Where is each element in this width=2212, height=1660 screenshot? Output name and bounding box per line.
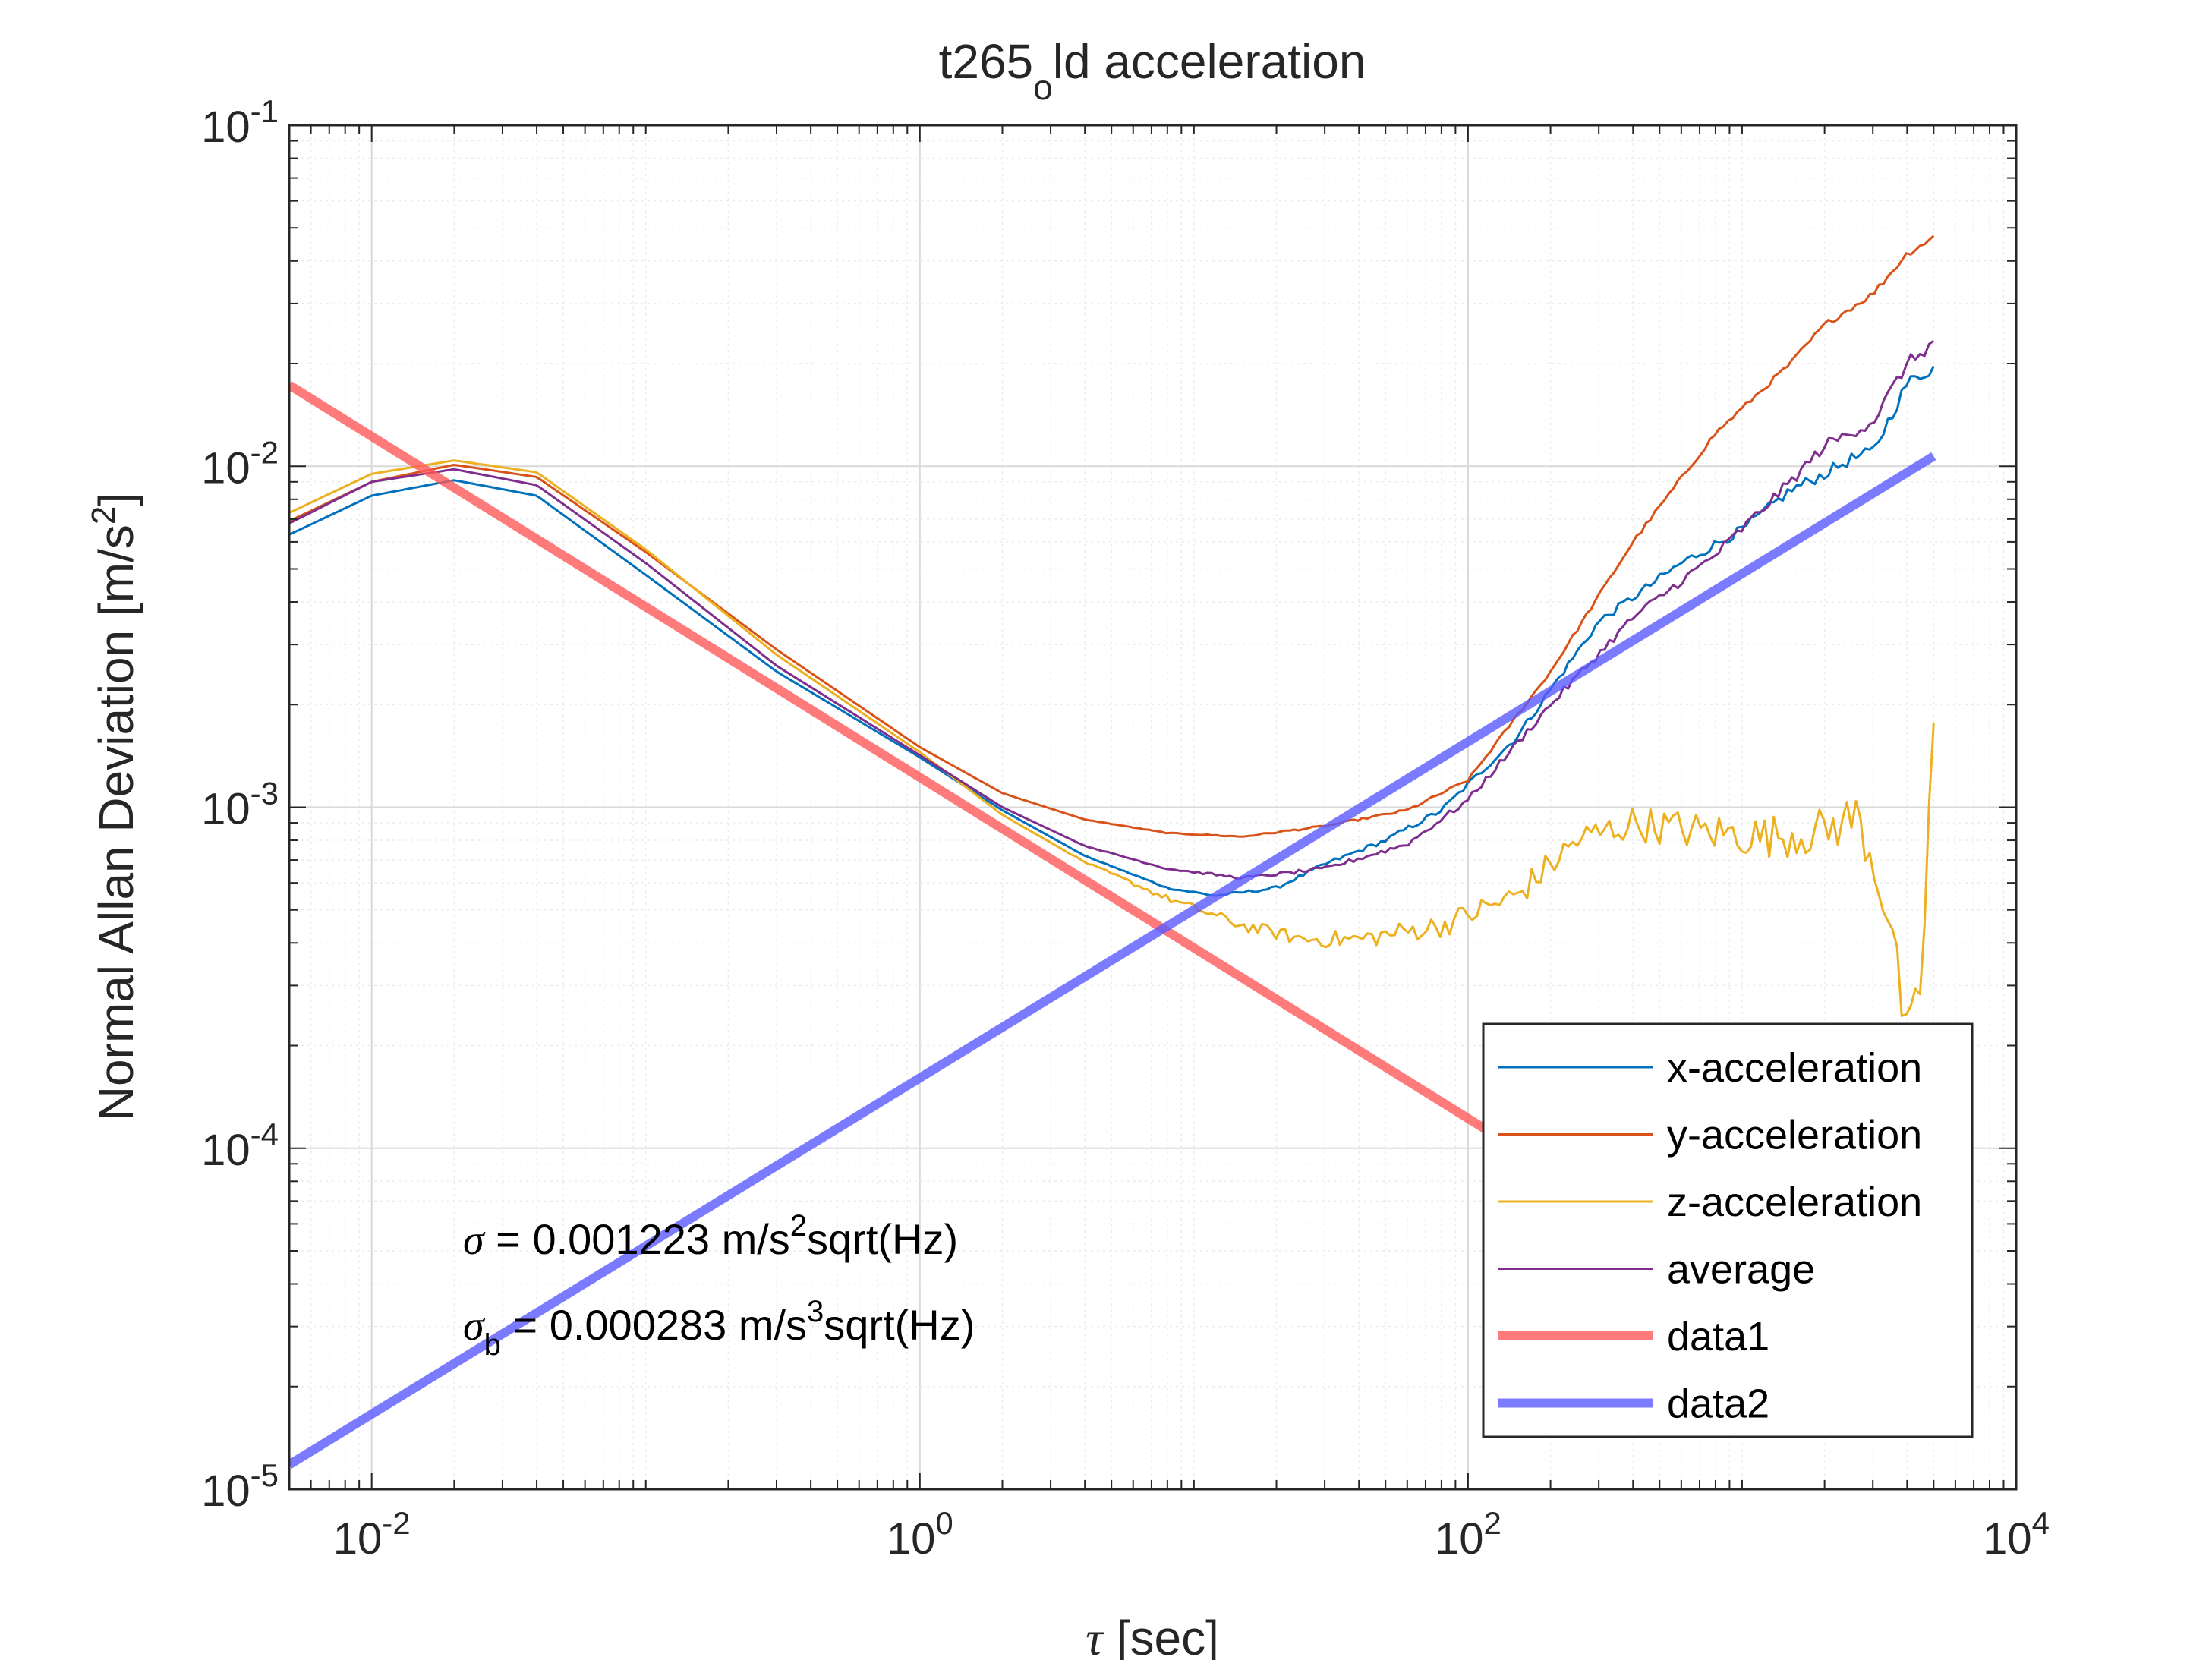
- legend-label-y-acceleration: y-acceleration: [1667, 1113, 1922, 1158]
- legend-box: [1482, 1022, 1974, 1438]
- y-tick-labels: 10-1 10-2 10-3 10-4 10-5: [201, 93, 279, 1516]
- legend-label-x-acceleration: x-acceleration: [1667, 1045, 1922, 1091]
- y-axis-label: Normal Allan Deviation [m/s2]: [85, 493, 143, 1121]
- y-tick-label: 10-1: [201, 93, 279, 152]
- series-line-y-acceleration: [289, 235, 1935, 838]
- series-line-data2: [289, 452, 1936, 1469]
- x-tick-labels: 10-2 100 102 104: [333, 1505, 2050, 1564]
- legend-label-data1: data1: [1667, 1314, 1769, 1359]
- x-axis-label: τ [sec]: [1086, 1611, 1219, 1660]
- annotations: σ = 0.001223 m/s2sqrt(Hz) σb = 0.000283 …: [463, 1209, 975, 1362]
- series-line-x-acceleration: [289, 365, 1935, 897]
- chart-title: t265old acceleration: [939, 34, 1366, 107]
- x-tick-label: 100: [887, 1505, 953, 1564]
- legend-label-z-acceleration: z-acceleration: [1667, 1180, 1922, 1225]
- legend: x-acceleration y-acceleration z-accelerati…: [1482, 1022, 1974, 1438]
- series-line-z-acceleration: [289, 459, 1935, 1017]
- x-tick-label: 10-2: [333, 1505, 411, 1564]
- y-tick-label: 10-2: [201, 434, 279, 493]
- y-tick-label: 10-4: [201, 1117, 279, 1175]
- legend-label-average: average: [1667, 1247, 1815, 1293]
- y-tick-label: 10-5: [201, 1457, 279, 1516]
- series-line-average: [289, 339, 1935, 880]
- x-tick-label: 104: [1983, 1505, 2050, 1564]
- legend-label-data2: data2: [1667, 1381, 1769, 1427]
- sigma-b-annotation: σb = 0.000283 m/s3sqrt(Hz): [463, 1295, 975, 1362]
- sigma-annotation: σ = 0.001223 m/s2sqrt(Hz): [463, 1209, 958, 1264]
- y-tick-label: 10-3: [201, 776, 279, 834]
- x-tick-label: 102: [1435, 1505, 1501, 1564]
- axis-ticks: [288, 125, 2016, 1490]
